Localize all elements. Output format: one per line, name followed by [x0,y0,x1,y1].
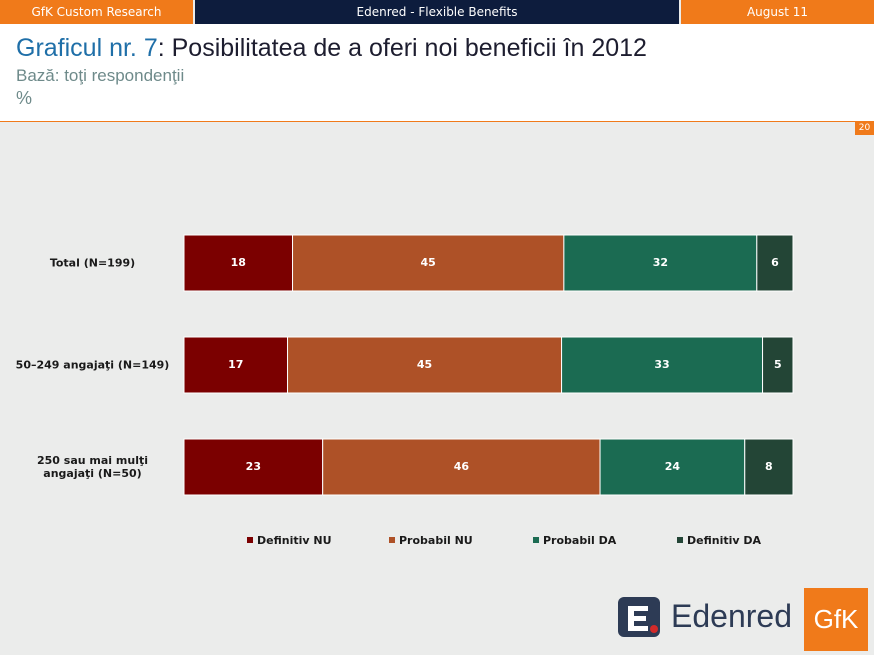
data-label: 18 [231,256,246,269]
data-label: 17 [228,358,243,371]
data-label: 46 [454,460,470,473]
header-right: August 11 [681,0,874,24]
bar-segment [599,438,746,496]
category-label: 250 sau mai mulţi angajaţi (N=50) [37,454,148,480]
header-center: Edenred - Flexible Benefits [195,0,679,24]
subtitle: Bază: toţi respondenţii [16,66,185,85]
legend-label: Probabil NU [399,534,473,547]
category-label: Total (N=199) [49,256,136,270]
data-label: 45 [417,358,432,371]
data-label: 45 [421,256,436,269]
data-label: 8 [765,460,773,473]
gfk-logo: GfK [804,588,868,651]
title-text: : Posibilitatea de a oferi noi beneficii… [157,34,647,62]
bar-segment [183,438,324,496]
legend-label: Definitiv NU [257,534,332,547]
title-number: Graficul nr. 7 [16,34,158,62]
bar-segment [563,234,758,292]
title: Graficul nr. 7: Posibilitatea de a oferi… [16,34,647,63]
edenred-icon [618,597,660,637]
data-label: 33 [654,358,669,371]
header-left: GfK Custom Research [0,0,193,24]
bar-segment [287,336,563,394]
bar-segment [183,336,289,394]
legend-swatch [533,537,539,543]
data-label: 5 [774,358,782,371]
bar-segment [183,234,294,292]
bar-segment [292,234,565,292]
bar-segment [762,336,794,394]
bar-segment [561,336,764,394]
page-number: 20 [855,122,874,135]
legend-swatch [389,537,395,543]
bar-segment [322,438,601,496]
title-box: Graficul nr. 7: Posibilitatea de a oferi… [0,24,874,122]
legend-label: Probabil DA [543,534,617,547]
legend-swatch [247,537,253,543]
data-label: 32 [653,256,668,269]
bar-segment [756,234,794,292]
data-label: 6 [771,256,779,269]
unit: % [16,88,33,108]
data-label: 23 [246,460,261,473]
category-label: 50–249 angajaţi (N=149) [15,358,170,372]
legend-label: Definitiv DA [687,534,762,547]
data-label: 24 [665,460,681,473]
bar-segment [744,438,794,496]
legend-swatch [677,537,683,543]
edenred-logo: Edenred [671,598,792,634]
